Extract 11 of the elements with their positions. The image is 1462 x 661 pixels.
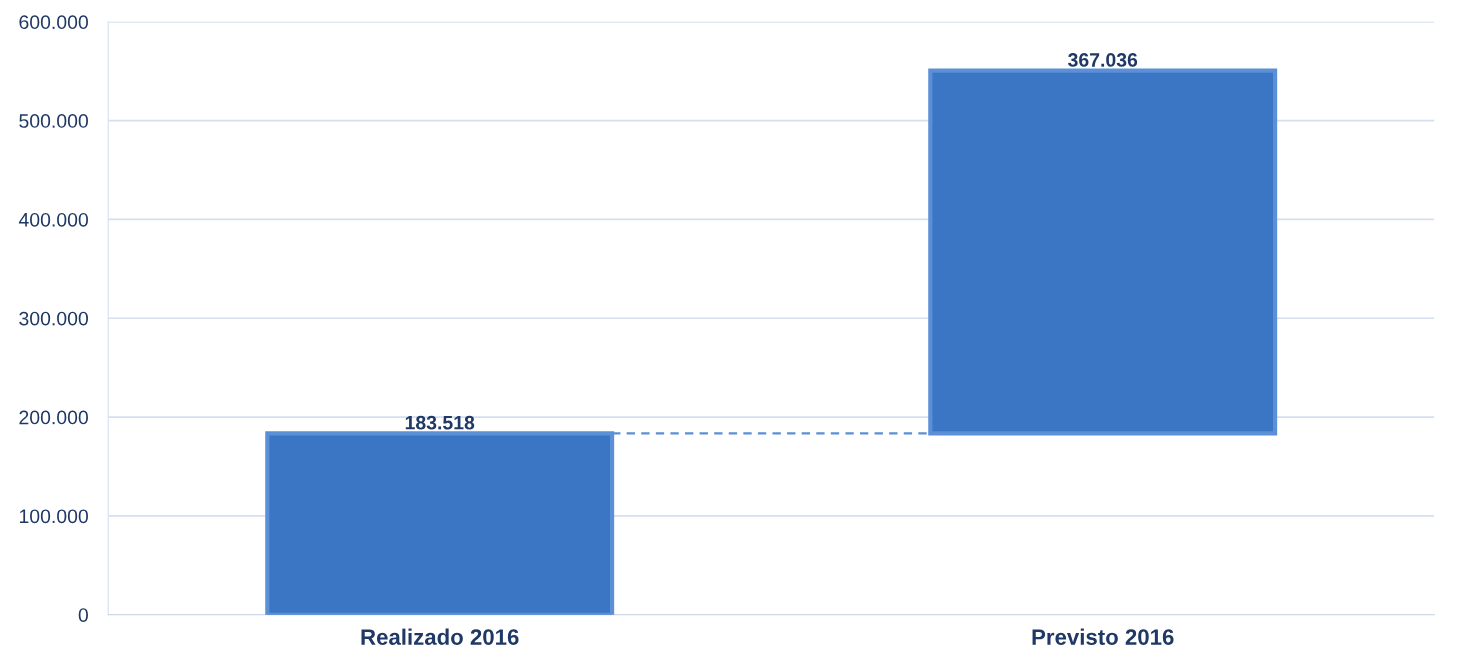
y-tick-label: 500.000 [19,114,88,128]
y-tick-label: 400.000 [18,212,88,227]
data-label: 183.518 [405,415,475,430]
x-tick-label: Previsto 2016 [1032,628,1174,645]
y-tick-label: 200.000 [19,410,88,425]
y-tick-label: 600.000 [19,15,88,30]
y-tick-label: 300.000 [19,311,88,326]
x-tick-label: Realizado 2016 [361,628,519,645]
y-tick-label: 0 [78,608,88,622]
y-tick-label: 100.000 [19,509,88,524]
data-label: 367.036 [1068,53,1138,67]
